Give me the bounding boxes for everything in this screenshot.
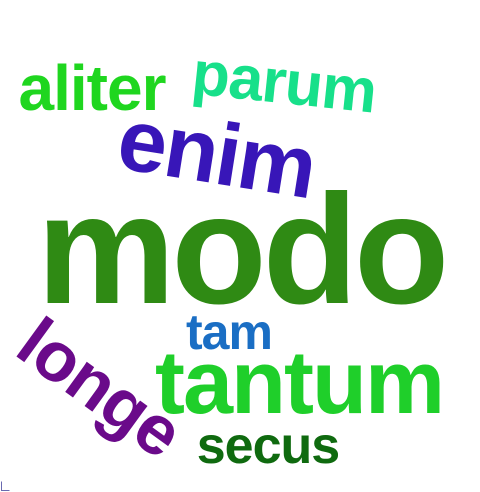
corner-mark [1, 481, 10, 491]
word-secus: secus [197, 417, 339, 475]
word-tam: tam [186, 304, 272, 360]
word-aliter: aliter [19, 52, 166, 124]
word-modo: modo [37, 163, 446, 337]
word-tantum: tantum [155, 333, 443, 433]
